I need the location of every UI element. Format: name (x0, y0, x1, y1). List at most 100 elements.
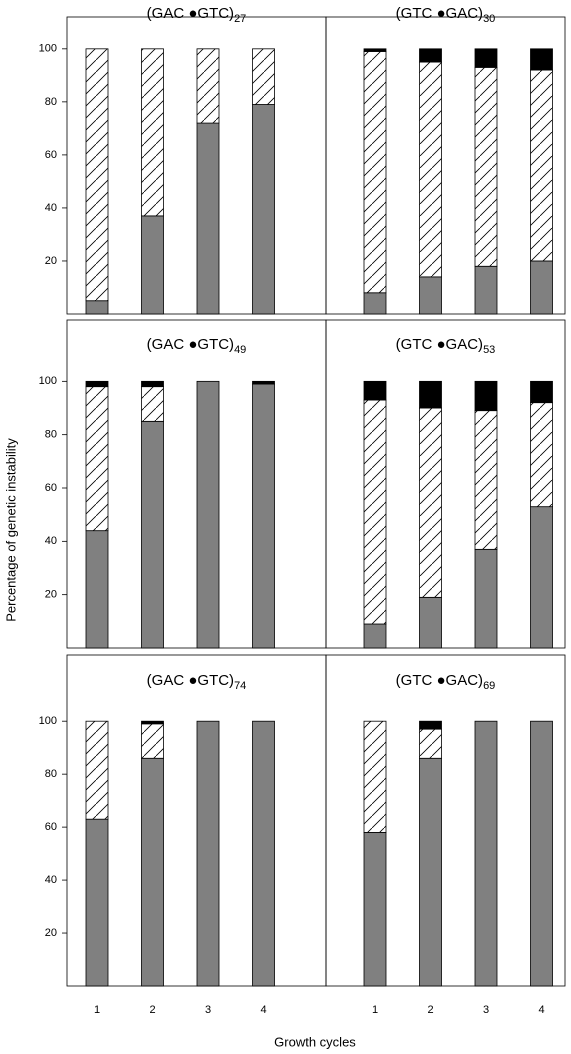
bar-segment (141, 215, 164, 315)
x-tick-label: 1 (372, 1004, 378, 1016)
bar-segment (85, 818, 109, 987)
panel-title: (GAC ●GTC)74 (147, 672, 247, 692)
bar-segment (85, 386, 109, 532)
bar-segment (530, 506, 553, 649)
bar-segment (474, 380, 498, 412)
bar-segment (419, 407, 442, 598)
panel-title-subscript: 69 (483, 680, 495, 692)
bar-segment (252, 720, 275, 987)
bar-segment (85, 380, 109, 388)
y-tick-label: 60 (45, 149, 57, 161)
bar-segment (141, 48, 164, 217)
bar-segment (141, 720, 164, 725)
bar-segment (363, 623, 387, 649)
y-tick-label: 20 (45, 589, 57, 601)
x-tick-label: 4 (260, 1004, 266, 1016)
bar-segment (419, 720, 442, 730)
y-tick-label: 80 (45, 768, 57, 780)
bar-segment (530, 260, 553, 315)
y-tick-label: 80 (45, 96, 57, 108)
bar-segment (196, 48, 220, 124)
x-tick-label: 1 (94, 1004, 100, 1016)
bar-segment (530, 380, 553, 404)
bar-segment (141, 386, 164, 422)
panel-title-main: (GAC ●GTC) (147, 5, 234, 22)
bar-segment (141, 380, 164, 388)
panel-title: (GAC ●GTC)49 (147, 336, 247, 356)
bar-segment (530, 48, 553, 71)
y-tick-label: 20 (45, 255, 57, 267)
bar-segment (196, 380, 220, 649)
bar-segment (530, 402, 553, 508)
panel-title: (GTC ●GAC)53 (396, 336, 496, 356)
bar-segment (85, 530, 109, 649)
bar-segment (419, 596, 442, 649)
y-tick-label: 40 (45, 202, 57, 214)
panel-title-main: (GAC ●GTC) (147, 336, 234, 353)
y-tick-label: 40 (45, 535, 57, 547)
panel-frame (325, 319, 566, 649)
x-tick-label: 2 (149, 1004, 155, 1016)
y-tick-label: 60 (45, 482, 57, 494)
bar-segment (474, 410, 498, 550)
y-tick-label: 40 (45, 874, 57, 886)
panel-title-subscript: 30 (483, 13, 495, 25)
bar-segment (419, 757, 442, 987)
panel-frame (325, 654, 566, 987)
bar-segment (419, 61, 442, 278)
bar-segment (85, 300, 109, 315)
panel-title-main: (GAC ●GTC) (147, 672, 234, 689)
bar-segment (85, 720, 109, 820)
bar-segment (474, 548, 498, 649)
bar-segment (196, 122, 220, 315)
bar-segment (141, 420, 164, 649)
x-tick-label: 3 (205, 1004, 211, 1016)
bar-segment (363, 399, 387, 625)
y-tick-label: 100 (39, 43, 57, 55)
bar-segment (530, 720, 553, 987)
bar-segment (474, 66, 498, 267)
y-tick-label: 80 (45, 429, 57, 441)
x-tick-label: 4 (538, 1004, 544, 1016)
bar-segment (196, 720, 220, 987)
panel-title-main: (GTC ●GAC) (396, 5, 483, 22)
bar-segment (141, 723, 164, 759)
bar-segment (363, 48, 387, 52)
y-tick-label: 20 (45, 927, 57, 939)
bar-segment (419, 380, 442, 409)
bar-segment (252, 48, 275, 105)
bar-segment (363, 832, 387, 987)
bar-segment (530, 69, 553, 262)
bar-segment (419, 276, 442, 315)
bar-segment (474, 265, 498, 315)
panel-title-main: (GTC ●GAC) (396, 336, 483, 353)
bar-segment (363, 51, 387, 294)
panel-title: (GTC ●GAC)30 (396, 5, 496, 25)
bar-segment (363, 380, 387, 401)
bar-segment (419, 728, 442, 759)
bar-segment (363, 720, 387, 833)
panel-title-main: (GTC ●GAC) (396, 672, 483, 689)
y-tick-label: 100 (39, 715, 57, 727)
x-tick-label: 3 (483, 1004, 489, 1016)
bar-segment (419, 48, 442, 63)
panel-title-subscript: 49 (234, 344, 246, 356)
bar-segment (252, 104, 275, 315)
x-axis-label: Growth cycles (274, 1034, 356, 1049)
panel-title: (GAC ●GTC)27 (147, 5, 247, 25)
panel-frame (325, 16, 566, 315)
bar-segment (474, 720, 498, 987)
bar-segment (363, 292, 387, 315)
y-axis-label: Percentage of genetic instability (3, 438, 18, 622)
panel-title: (GTC ●GAC)69 (396, 672, 496, 692)
y-tick-label: 60 (45, 821, 57, 833)
bar-segment (474, 48, 498, 68)
panel-title-subscript: 27 (234, 13, 246, 25)
bar-segment (252, 380, 275, 385)
bar-segment (252, 383, 275, 649)
bar-segment (85, 48, 109, 302)
x-tick-label: 2 (427, 1004, 433, 1016)
y-tick-label: 100 (39, 375, 57, 387)
panel-title-subscript: 53 (483, 344, 495, 356)
